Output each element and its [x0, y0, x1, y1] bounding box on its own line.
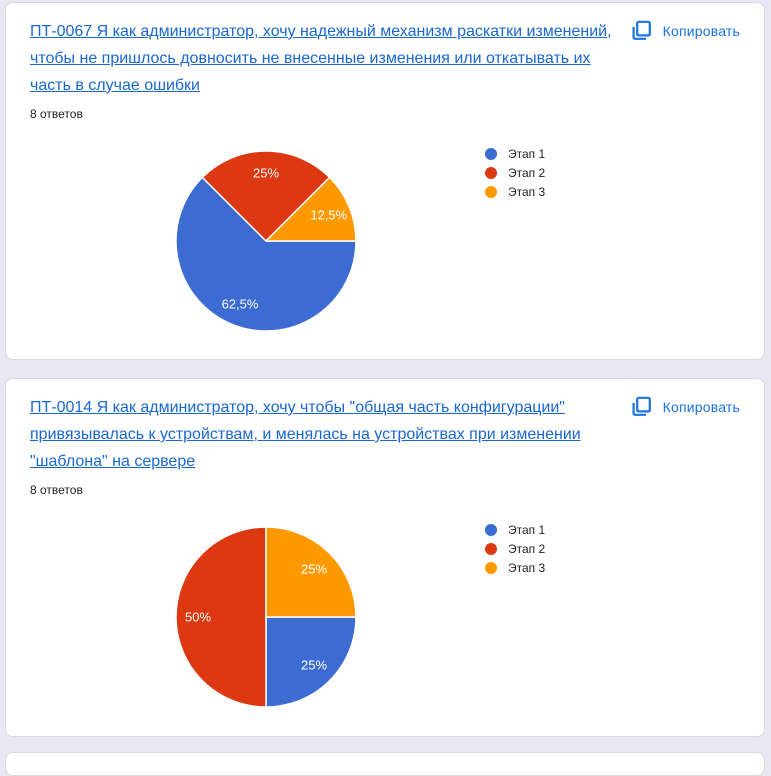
question-card: ПТ-0014 Я как администратор, хочу чтобы … [5, 378, 765, 737]
copy-icon [629, 395, 653, 419]
next-question-card-partial [5, 752, 765, 776]
question-title-link[interactable]: ПТ-0014 Я как администратор, хочу чтобы … [30, 399, 581, 470]
pie-slice[interactable] [201, 150, 331, 242]
response-count: 8 ответов [30, 483, 83, 497]
pie-slice-label: 25% [301, 562, 327, 577]
copy-button[interactable]: Копировать [629, 19, 740, 43]
copy-button[interactable]: Копировать [629, 395, 740, 419]
pie-slice-label: 62,5% [222, 296, 259, 311]
pie-slice[interactable] [175, 526, 267, 708]
legend-label: Этап 1 [508, 146, 546, 161]
legend-color-dot [485, 185, 497, 198]
legend-item: Этап 3 [485, 558, 545, 577]
legend-color-dot [485, 542, 497, 555]
pie-slice[interactable] [265, 176, 357, 242]
copy-button-label: Копировать [662, 23, 740, 39]
legend-label: Этап 3 [508, 560, 546, 575]
legend-item: Этап 2 [485, 539, 545, 558]
legend-item: Этап 1 [485, 520, 545, 539]
pie-chart: 25% 50% 25% [166, 517, 366, 717]
pie-slice[interactable] [175, 176, 357, 332]
copy-icon [629, 19, 653, 43]
question-title-link[interactable]: ПТ-0067 Я как администратор, хочу надежн… [30, 23, 612, 94]
pie-slice-label: 50% [185, 610, 211, 625]
legend-color-dot [485, 166, 497, 179]
chart-legend: Этап 1 Этап 2 Этап 3 [485, 520, 545, 577]
pie-slice[interactable] [265, 526, 357, 618]
legend-color-dot [485, 523, 497, 536]
copy-button-label: Копировать [662, 399, 740, 415]
pie-slice[interactable] [265, 616, 357, 708]
response-count: 8 ответов [30, 107, 83, 121]
pie-slice-label: 12,5% [310, 208, 347, 223]
legend-item: Этап 1 [485, 144, 545, 163]
pie-chart: 62,5% 25% 12,5% [166, 141, 366, 341]
legend-color-dot [485, 147, 497, 160]
question-card: ПТ-0067 Я как администратор, хочу надежн… [5, 2, 765, 360]
legend-item: Этап 3 [485, 182, 545, 201]
legend-label: Этап 2 [508, 541, 546, 556]
legend-label: Этап 1 [508, 522, 546, 537]
legend-item: Этап 2 [485, 163, 545, 182]
legend-label: Этап 3 [508, 184, 546, 199]
chart-legend: Этап 1 Этап 2 Этап 3 [485, 144, 545, 201]
legend-label: Этап 2 [508, 165, 546, 180]
pie-slice-label: 25% [253, 166, 279, 181]
legend-color-dot [485, 561, 497, 574]
pie-slice-label: 25% [301, 658, 327, 673]
